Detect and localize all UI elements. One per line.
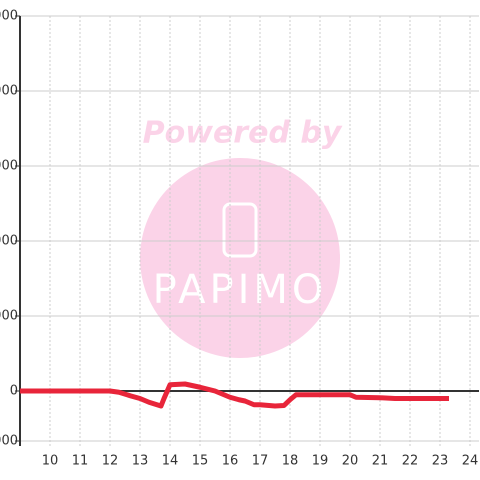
x-tick-label: 21	[372, 454, 389, 469]
x-tick-label: 20	[342, 454, 359, 469]
x-tick-label: 12	[102, 454, 119, 469]
x-tick-label: 23	[432, 454, 449, 469]
data-line	[20, 381, 449, 409]
x-tick-label: 14	[162, 454, 179, 469]
watermark-logo: PAPIMO	[153, 267, 328, 313]
y-tick-label: 60,000	[0, 234, 18, 249]
x-tick-label: 19	[312, 454, 329, 469]
watermark-text: Powered by	[143, 116, 343, 151]
y-tick-label: 0	[10, 384, 18, 399]
y-tick-label: 150,000	[0, 9, 18, 24]
x-tick-label: 16	[222, 454, 239, 469]
x-tick-label: 18	[282, 454, 299, 469]
x-tick-label: 17	[252, 454, 269, 469]
x-tick-label: 22	[402, 454, 419, 469]
x-tick-label: 24	[462, 454, 479, 469]
x-tick-label: 10	[42, 454, 59, 469]
x-tick-label: 13	[132, 454, 149, 469]
watermark-icon	[222, 202, 258, 258]
x-tick-label: 11	[72, 454, 89, 469]
y-tick-label: 120,000	[0, 84, 18, 99]
y-tick-label: 90,000	[0, 159, 18, 174]
y-tick-label: 30,000	[0, 309, 18, 324]
y-tick-label: -20,000	[0, 434, 18, 449]
x-tick-label: 15	[192, 454, 209, 469]
